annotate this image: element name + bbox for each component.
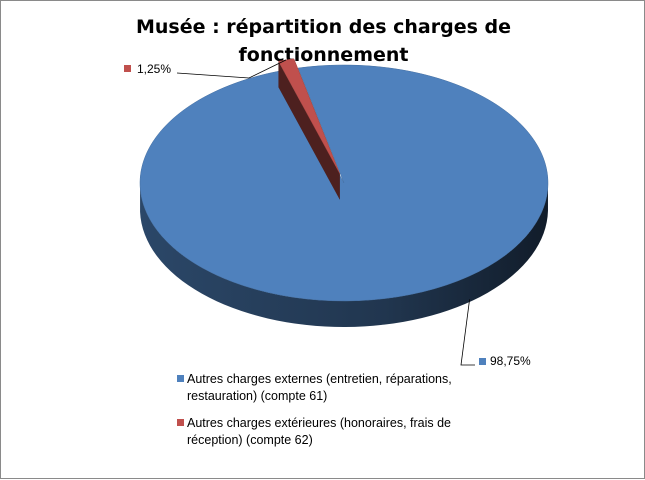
legend-label-compte-61: Autres charges externes (entretien, répa… bbox=[187, 372, 452, 403]
legend-item-compte-62: Autres charges extérieures (honoraires, … bbox=[177, 415, 497, 449]
leader-line-compte-62 bbox=[176, 59, 287, 79]
data-label-key-compte-61 bbox=[479, 358, 486, 365]
data-label-compte-62: 1,25% bbox=[137, 62, 171, 76]
legend-label-compte-62: Autres charges extérieures (honoraires, … bbox=[187, 416, 452, 447]
legend-swatch-compte-62 bbox=[177, 419, 184, 426]
pie-slice-compte-61 bbox=[139, 64, 549, 328]
leader-line-compte-61 bbox=[460, 299, 475, 366]
legend-swatch-compte-61 bbox=[177, 375, 184, 382]
legend: Autres charges externes (entretien, répa… bbox=[177, 371, 497, 459]
pie-slice-compte-62 bbox=[278, 58, 341, 200]
chart-title: Musée : répartition des charges de fonct… bbox=[135, 16, 512, 66]
legend-item-compte-61: Autres charges externes (entretien, répa… bbox=[177, 371, 497, 405]
data-label-key-compte-62 bbox=[124, 65, 131, 72]
data-label-compte-61: 98,75% bbox=[490, 354, 531, 368]
